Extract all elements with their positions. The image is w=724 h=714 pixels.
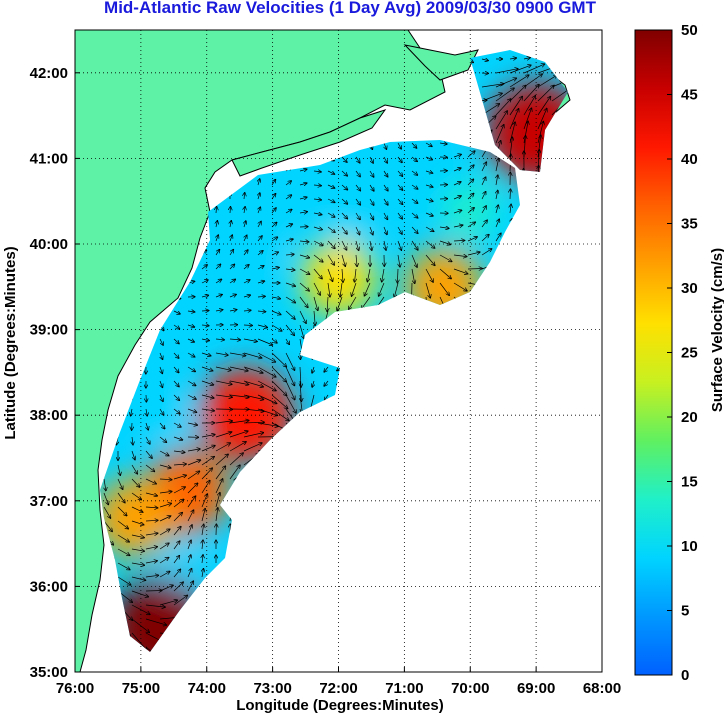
velocity-region <box>100 478 174 557</box>
velocity-region <box>443 183 497 237</box>
x-tick-label: 74:00 <box>188 680 226 697</box>
colorbar-tick-label: 25 <box>681 345 698 362</box>
y-tick-label: 42:00 <box>30 65 68 82</box>
y-tick-label: 39:00 <box>30 322 68 339</box>
colorbar-tick-label: 20 <box>681 409 698 426</box>
x-tick-label: 72:00 <box>319 680 357 697</box>
chart-title: Mid-Atlantic Raw Velocities (1 Day Avg) … <box>104 0 596 17</box>
y-tick-label: 35:00 <box>30 664 68 681</box>
colorbar-tick-label: 15 <box>681 474 698 491</box>
colorbar-tick-label: 40 <box>681 151 698 168</box>
x-axis-label: Longitude (Degrees:Minutes) <box>236 697 444 714</box>
colorbar-label: Surface Velocity (cm/s) <box>709 248 724 412</box>
x-tick-label: 73:00 <box>253 680 291 697</box>
y-tick-label: 36:00 <box>30 578 68 595</box>
colorbar-tick-label: 35 <box>681 216 698 233</box>
y-axis-label: Latitude (Degrees:Minutes) <box>2 246 19 439</box>
y-tick-label: 40:00 <box>30 236 68 253</box>
colorbar-tick-label: 10 <box>681 538 698 555</box>
y-tick-label: 38:00 <box>30 407 68 424</box>
velocity-region <box>326 193 377 244</box>
x-tick-label: 71:00 <box>385 680 423 697</box>
velocity-region <box>393 151 442 200</box>
velocity-region <box>198 367 294 463</box>
colorbar-tick-label: 50 <box>681 22 698 39</box>
land-mass <box>75 30 446 672</box>
land-mass <box>231 109 387 177</box>
colorbar-tick-label: 45 <box>681 87 698 104</box>
colorbar-tick-label: 30 <box>681 280 698 297</box>
x-tick-label: 70:00 <box>451 680 489 697</box>
x-tick-label: 76:00 <box>56 680 94 697</box>
x-tick-label: 68:00 <box>583 680 621 697</box>
colorbar <box>634 29 673 676</box>
y-tick-label: 41:00 <box>30 150 68 167</box>
colorbar-tick-label: 5 <box>681 603 689 620</box>
x-tick-label: 75:00 <box>122 680 160 697</box>
x-tick-label: 69:00 <box>517 680 555 697</box>
colorbar-tick-label: 0 <box>681 667 689 684</box>
y-tick-label: 37:00 <box>30 493 68 510</box>
